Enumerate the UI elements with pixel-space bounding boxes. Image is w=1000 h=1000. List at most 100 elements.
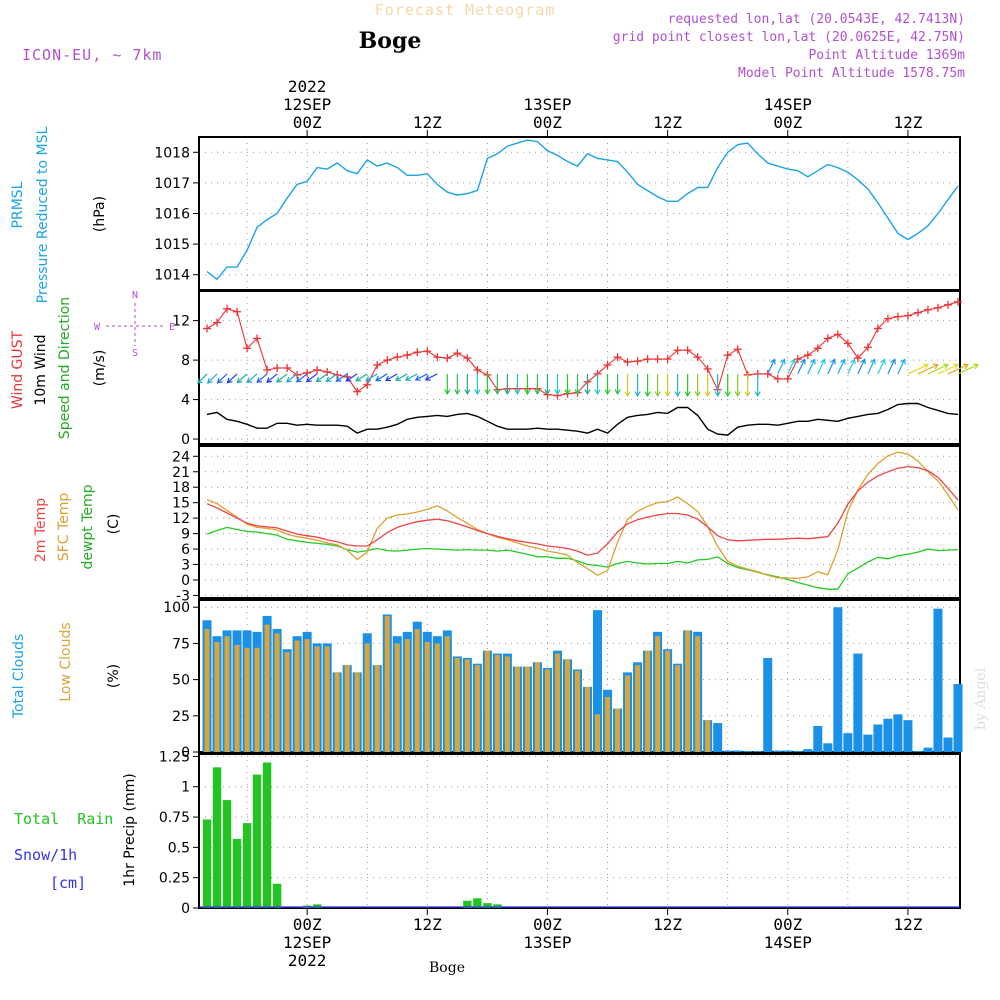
top-date-label: 13SEP	[523, 95, 571, 114]
rain-bar	[252, 774, 262, 908]
wind-arrow-head	[584, 389, 591, 396]
wind-arrow-head	[714, 391, 721, 398]
rain-label: Total Rain	[14, 810, 113, 828]
total-cloud-bar	[793, 751, 803, 752]
clouds-ytick-label: 75	[172, 636, 190, 652]
total-cloud-bar	[713, 723, 723, 752]
snow-unit: [cm]	[50, 874, 86, 892]
wind-arrow-head	[840, 358, 846, 365]
wind-arrow-head	[365, 376, 372, 382]
precip-labels: Total Rain Snow/1h [cm] 1hr Precip (mm)	[14, 773, 138, 892]
pressure-label-2: Pressure Reduced to MSL	[35, 126, 51, 303]
low-cloud-bar	[344, 665, 350, 752]
low-cloud-bar	[564, 659, 570, 752]
wind-direction-arrow	[797, 359, 806, 375]
wind-arrow-head	[514, 389, 521, 396]
low-cloud-bar	[645, 650, 651, 752]
low-cloud-bar	[504, 656, 510, 752]
total-cloud-bar	[943, 737, 953, 752]
wind-arrow-head	[375, 375, 382, 382]
precip-ytick-label: 1	[181, 780, 190, 796]
temperature-ytick-label: 6	[181, 542, 190, 558]
wind-direction-arrow	[395, 373, 408, 381]
low-cloud-bar	[635, 665, 641, 752]
low-cloud-bar	[384, 615, 390, 752]
precip-ytick-label: 0.25	[159, 871, 190, 887]
low-cloud-bar	[464, 659, 470, 752]
gust-line	[206, 301, 959, 397]
low-cloud-bar	[234, 644, 240, 752]
total-cloud-bar	[853, 653, 863, 752]
clouds-ytick-label: 25	[172, 709, 190, 725]
wind-direction-arrow	[767, 359, 776, 375]
total-cloud-bar	[753, 751, 763, 752]
wind-arrow-head	[624, 391, 631, 398]
wind-arrow-head	[754, 391, 761, 398]
temperature-ytick-label: -3	[176, 588, 190, 604]
wind-direction-arrow	[827, 359, 836, 375]
wind-unit: (m/s)	[92, 350, 108, 387]
wind-arrow-head	[335, 376, 342, 382]
grid-coords: grid point closest lon,lat (20.0625E, 42…	[613, 30, 965, 45]
top-date-label: 12SEP	[283, 95, 331, 114]
low-cloud-bar	[254, 647, 260, 752]
total-cloud-bar	[833, 607, 843, 752]
wind-direction-arrow	[837, 359, 846, 375]
wind-arrow-head	[644, 391, 651, 398]
low-cloud-bar	[625, 675, 631, 752]
top-hour-label: 12Z	[893, 113, 922, 132]
wind-direction-arrow	[957, 364, 979, 375]
wind-arrow-head	[504, 389, 511, 396]
temperature-ytick-label: 9	[181, 527, 190, 543]
wind-direction-arrow	[306, 373, 318, 383]
wind-arrow-head	[345, 376, 352, 382]
wind-arrow-head	[574, 389, 581, 396]
total-cloud-bar	[773, 750, 783, 752]
wind-arrow-head	[880, 358, 886, 365]
wind-direction-arrow	[415, 373, 428, 381]
low-cloud-bar	[554, 653, 560, 752]
precip-ytick-label: 0	[181, 901, 190, 917]
total-cloud-bar	[823, 743, 833, 752]
bottom-date-label: 13SEP	[523, 933, 571, 952]
temp-labels: 2m Temp SFC Temp dewpt Temp (C)	[33, 484, 122, 569]
wind-direction-arrow	[937, 364, 959, 375]
footer-location: Boge	[429, 960, 465, 976]
total-cloud-bar	[723, 750, 733, 752]
low-cloud-bar	[214, 641, 220, 752]
rain-bar	[483, 903, 492, 908]
pressure-label-1: PRMSL	[10, 181, 26, 228]
wind-arrow-head	[474, 389, 481, 396]
compass-icon: N S W E	[94, 290, 175, 359]
wind-direction-arrow	[877, 359, 886, 375]
model-label: ICON-EU, ~ 7km	[22, 46, 162, 64]
rain-bar	[463, 900, 472, 908]
wind-arrow-head	[206, 377, 213, 384]
rain-bar	[242, 823, 252, 908]
wind-direction-arrow	[266, 373, 278, 383]
wind-arrow-head	[325, 376, 332, 382]
total-cloud-bar	[843, 733, 853, 752]
total-cloud-bar	[913, 751, 923, 752]
pressure-ytick-label: 1015	[154, 237, 190, 253]
location-title: Boge	[359, 28, 422, 54]
low-cloud-bar	[414, 628, 420, 752]
bottom-date-label: 12SEP	[283, 933, 331, 952]
top-hour-label: 00Z	[773, 113, 802, 132]
wind-direction-arrow	[316, 373, 328, 382]
wind-arrow-head	[850, 358, 856, 365]
top-year-label: 2022	[288, 77, 327, 96]
wind-arrow-head	[355, 376, 362, 382]
wind-arrow-head	[554, 389, 561, 396]
precip-panel-frame	[198, 753, 961, 909]
pressure-ytick-label: 1018	[154, 145, 190, 161]
wind-direction-arrow	[326, 373, 338, 382]
wind-label-2: 10m Wind	[33, 334, 49, 405]
low-cloud-bar	[434, 643, 440, 752]
precip-unit: 1hr Precip (mm)	[122, 773, 138, 886]
wind-ytick-label: 12	[172, 314, 190, 330]
low-cloud-bar	[324, 646, 330, 752]
bottom-hour-label: 12Z	[893, 915, 922, 934]
wind-arrow-head	[704, 391, 711, 398]
wind-direction-arrow	[365, 373, 378, 382]
